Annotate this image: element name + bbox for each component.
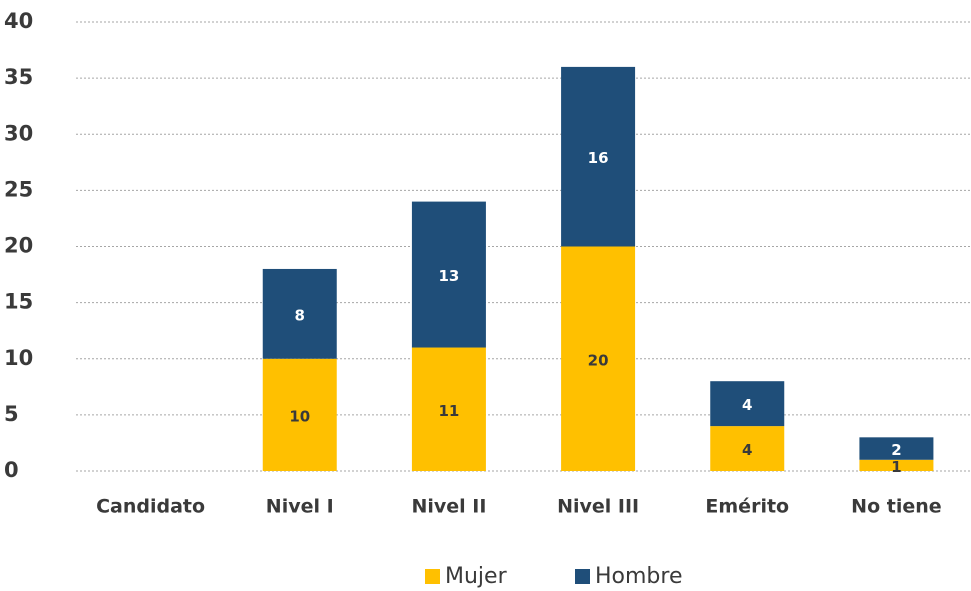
y-tick-label: 40	[4, 9, 33, 33]
y-tick-label: 30	[4, 121, 33, 145]
bar-segment	[262, 358, 337, 471]
y-tick-label: 25	[4, 177, 33, 201]
legend-label: Hombre	[595, 564, 683, 589]
data-label: 10	[289, 407, 310, 425]
bar-segment	[710, 426, 785, 471]
data-label: 11	[438, 402, 459, 420]
data-label: 20	[588, 351, 609, 369]
bar-segment	[411, 201, 486, 348]
bar-segment	[411, 347, 486, 471]
data-label: 16	[588, 149, 609, 167]
x-tick-label: Emérito	[705, 496, 789, 518]
y-tick-label: 20	[4, 234, 33, 258]
legend-swatch	[425, 569, 440, 584]
y-tick-label: 5	[4, 402, 19, 426]
x-tick-label: Nivel I	[266, 496, 334, 518]
data-label: 1	[891, 458, 901, 476]
y-tick-label: 35	[4, 65, 33, 89]
legend-swatch	[575, 569, 590, 584]
legend-label: Mujer	[445, 564, 508, 589]
data-label: 2	[891, 441, 901, 459]
y-tick-label: 15	[4, 290, 33, 314]
bar-segment	[561, 246, 636, 471]
bar-segment	[710, 381, 785, 427]
data-label: 4	[742, 441, 752, 459]
y-tick-label: 10	[4, 346, 33, 370]
data-label: 13	[438, 267, 459, 285]
data-label: 4	[742, 396, 752, 414]
y-tick-label: 0	[4, 458, 19, 482]
bar-segment	[859, 437, 934, 460]
bar-segment	[262, 268, 337, 359]
x-tick-label: Candidato	[96, 496, 205, 518]
data-label: 8	[295, 306, 305, 324]
x-tick-label: Nivel III	[557, 496, 639, 518]
x-tick-label: No tiene	[851, 496, 941, 518]
x-tick-label: Nivel II	[411, 496, 486, 518]
bar-segment	[859, 459, 934, 471]
bar-segment	[561, 66, 636, 247]
